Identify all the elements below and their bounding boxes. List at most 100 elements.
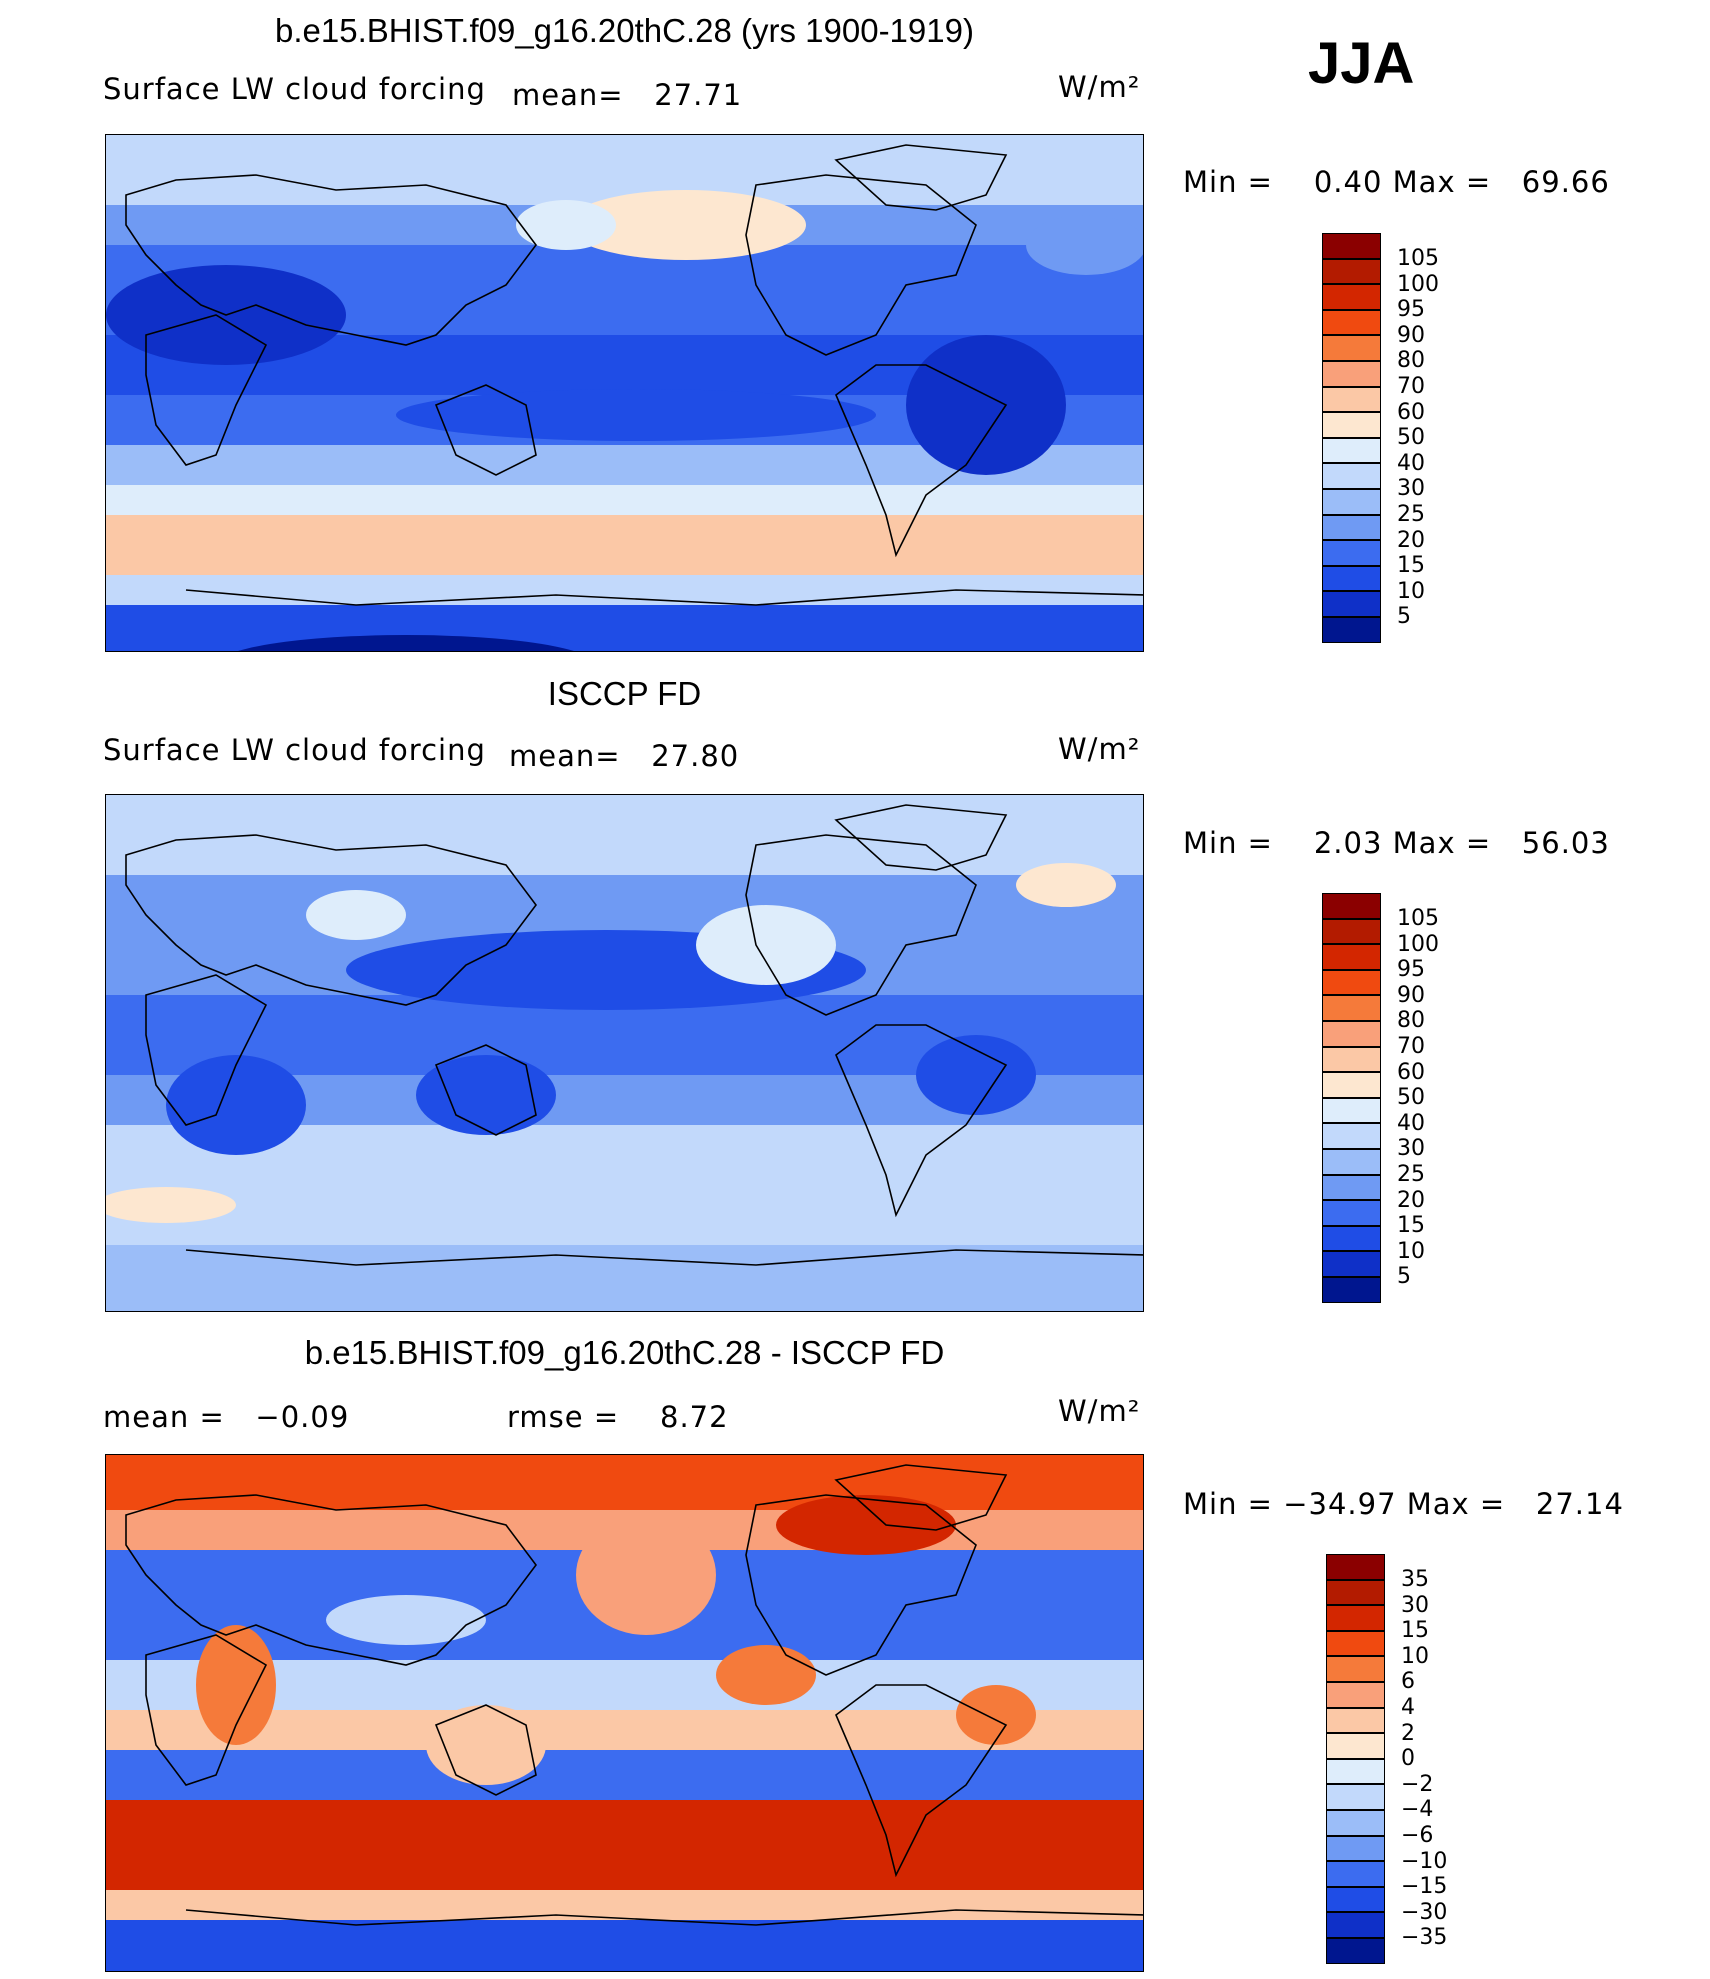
- panel-diff-map-svg: [106, 1455, 1143, 1971]
- panel-model-subtitle: Surface LW cloud forcing: [103, 72, 486, 106]
- panel-diff-cbar-label: −35: [1401, 1925, 1448, 1951]
- panel-obs-mean-label: mean=: [509, 739, 621, 773]
- panel-model-title: b.e15.BHIST.f09_g16.20thC.28 (yrs 1900-1…: [275, 12, 974, 49]
- panel-diff-cbar-label: 0: [1401, 1746, 1415, 1772]
- panel-model-min-value: 0.40: [1313, 165, 1383, 199]
- panel-obs-mean: mean= 27.80: [509, 739, 739, 773]
- panel-obs-cbar-swatch: [1322, 969, 1381, 996]
- panel-model-cbar-label: 105: [1397, 246, 1439, 271]
- panel-obs-cbar-label: 40: [1397, 1110, 1425, 1136]
- panel-model-cbar-label: 30: [1397, 476, 1425, 502]
- panel-model-cbar-swatch: [1322, 489, 1381, 515]
- panel-diff-cbar-label: −10: [1401, 1848, 1448, 1874]
- panel-diff-cbar-swatch: [1326, 1707, 1385, 1734]
- panel-obs-cbar-swatch: [1322, 1225, 1381, 1252]
- panel-model-cbar-label: 5: [1397, 604, 1411, 630]
- panel-model-cbar-label: 25: [1397, 502, 1425, 527]
- panel-obs-min-label: Min =: [1183, 826, 1273, 860]
- panel-diff-cbar-swatch: [1326, 1630, 1385, 1657]
- panel-obs-cbar-label: 30: [1397, 1136, 1425, 1162]
- panel-diff-cbar-swatch: [1326, 1758, 1385, 1785]
- panel-model-map: [105, 134, 1144, 652]
- panel-model-cbar-label: 100: [1397, 271, 1439, 297]
- panel-model-cbar-swatch: [1322, 565, 1381, 592]
- panel-diff-mean: mean = −0.09: [103, 1400, 349, 1434]
- panel-model-cbar-label: 90: [1397, 322, 1425, 348]
- panel-obs-cbar-swatch: [1322, 1277, 1381, 1303]
- panel-obs-cbar-swatch: [1322, 944, 1381, 970]
- panel-diff-min-value: −34.97: [1283, 1487, 1397, 1521]
- panel-model-cbar-swatch: [1322, 361, 1381, 387]
- panel-obs-cbar-swatch: [1322, 995, 1381, 1021]
- panel-diff-cbar-label: 30: [1401, 1592, 1429, 1618]
- panel-obs-subtitle: Surface LW cloud forcing: [103, 733, 486, 767]
- panel-model-cbar-swatch: [1322, 591, 1381, 617]
- panel-model-mean: mean= 27.71: [512, 78, 742, 112]
- panel-obs-map: [105, 794, 1144, 1312]
- panel-obs-cbar-label: 80: [1397, 1008, 1425, 1034]
- panel-obs-cbar-label: 105: [1397, 906, 1439, 931]
- panel-obs-map-svg: [106, 795, 1143, 1311]
- panel-model-cbar-label: 95: [1397, 297, 1425, 323]
- panel-diff-rmse: rmse = 8.72: [507, 1400, 729, 1434]
- panel-model-cbar-swatch: [1322, 309, 1381, 336]
- panel-diff-cbar-swatch: [1326, 1835, 1385, 1862]
- panel-obs-min-value: 2.03: [1313, 826, 1383, 860]
- panel-model-cbar-swatch: [1322, 437, 1381, 464]
- panel-obs-mean-value: 27.80: [651, 739, 740, 773]
- panel-obs-cbar-label: 60: [1397, 1059, 1425, 1085]
- panel-obs-cbar-label: 15: [1397, 1213, 1425, 1239]
- panel-model-cbar-swatch: [1322, 258, 1381, 285]
- panel-obs-cbar-swatch: [1322, 918, 1381, 945]
- panel-model-cbar-label: 40: [1397, 450, 1425, 476]
- panel-model-cbar-label: 50: [1397, 425, 1425, 451]
- panel-diff-cbar-swatch: [1326, 1886, 1385, 1913]
- panel-obs-max-value: 56.03: [1521, 826, 1610, 860]
- panel-diff-cbar-swatch: [1326, 1733, 1385, 1759]
- panel-obs-cbar-label: 70: [1397, 1034, 1425, 1059]
- panel-model-cbar-swatch: [1322, 284, 1381, 310]
- panel-obs-cbar-label: 5: [1397, 1264, 1411, 1290]
- panel-obs-cbar-label: 20: [1397, 1187, 1425, 1213]
- panel-diff-cbar-swatch: [1326, 1938, 1385, 1964]
- panel-obs-cbar-label: 95: [1397, 957, 1425, 983]
- season-label: JJA: [1308, 31, 1415, 96]
- panel-diff-cbar-swatch: [1326, 1861, 1385, 1887]
- panel-obs-cbar-label: 25: [1397, 1162, 1425, 1187]
- panel-model-cbar-swatch: [1322, 335, 1381, 361]
- panel-diff-cbar-swatch: [1326, 1912, 1385, 1938]
- panel-obs-cbar-swatch: [1322, 1174, 1381, 1201]
- panel-diff-cbar-label: −4: [1401, 1797, 1434, 1823]
- panel-diff-cbar-label: −2: [1401, 1771, 1434, 1797]
- panel-model-min-label: Min =: [1183, 165, 1273, 199]
- panel-diff-cbar-label: 4: [1401, 1695, 1415, 1720]
- panel-diff-mean-label: mean =: [103, 1400, 225, 1434]
- panel-diff-cbar-swatch: [1326, 1682, 1385, 1708]
- panel-obs-cbar-label: 10: [1397, 1238, 1425, 1264]
- panel-diff-cbar-swatch: [1326, 1605, 1385, 1631]
- panel-obs-title: ISCCP FD: [547, 675, 702, 712]
- panel-obs-cbar-swatch: [1322, 1046, 1381, 1073]
- panel-diff-max-label: Max =: [1406, 1487, 1506, 1521]
- panel-diff-cbar-label: −15: [1401, 1874, 1448, 1900]
- panel-obs-cbar-swatch: [1322, 1097, 1381, 1124]
- panel-diff-cbar-label: 15: [1401, 1618, 1429, 1644]
- panel-diff-cbar-swatch: [1326, 1810, 1385, 1836]
- panel-model-cbar-label: 60: [1397, 399, 1425, 425]
- panel-model-cbar-swatch: [1322, 540, 1381, 566]
- panel-obs-minmax: Min = 2.03 Max = 56.03: [1183, 826, 1610, 860]
- panel-diff-rmse-value: 8.72: [660, 1400, 729, 1434]
- panel-obs-max-label: Max =: [1392, 826, 1492, 860]
- panel-diff-cbar-swatch: [1326, 1784, 1385, 1810]
- panel-model-cbar-swatch: [1322, 233, 1381, 259]
- panel-diff-rmse-label: rmse =: [507, 1400, 620, 1434]
- panel-obs-units: W/m²: [1058, 732, 1141, 766]
- panel-diff-units: W/m²: [1058, 1394, 1141, 1428]
- panel-model-cbar-label: 10: [1397, 578, 1425, 604]
- panel-diff-max-value: 27.14: [1535, 1487, 1624, 1521]
- panel-diff-cbar-label: −6: [1401, 1823, 1434, 1848]
- panel-obs-cbar-swatch: [1322, 1200, 1381, 1226]
- panel-obs-cbar-swatch: [1322, 1021, 1381, 1047]
- panel-obs-cbar-label: 50: [1397, 1085, 1425, 1111]
- panel-obs-cbar-swatch: [1322, 1149, 1381, 1175]
